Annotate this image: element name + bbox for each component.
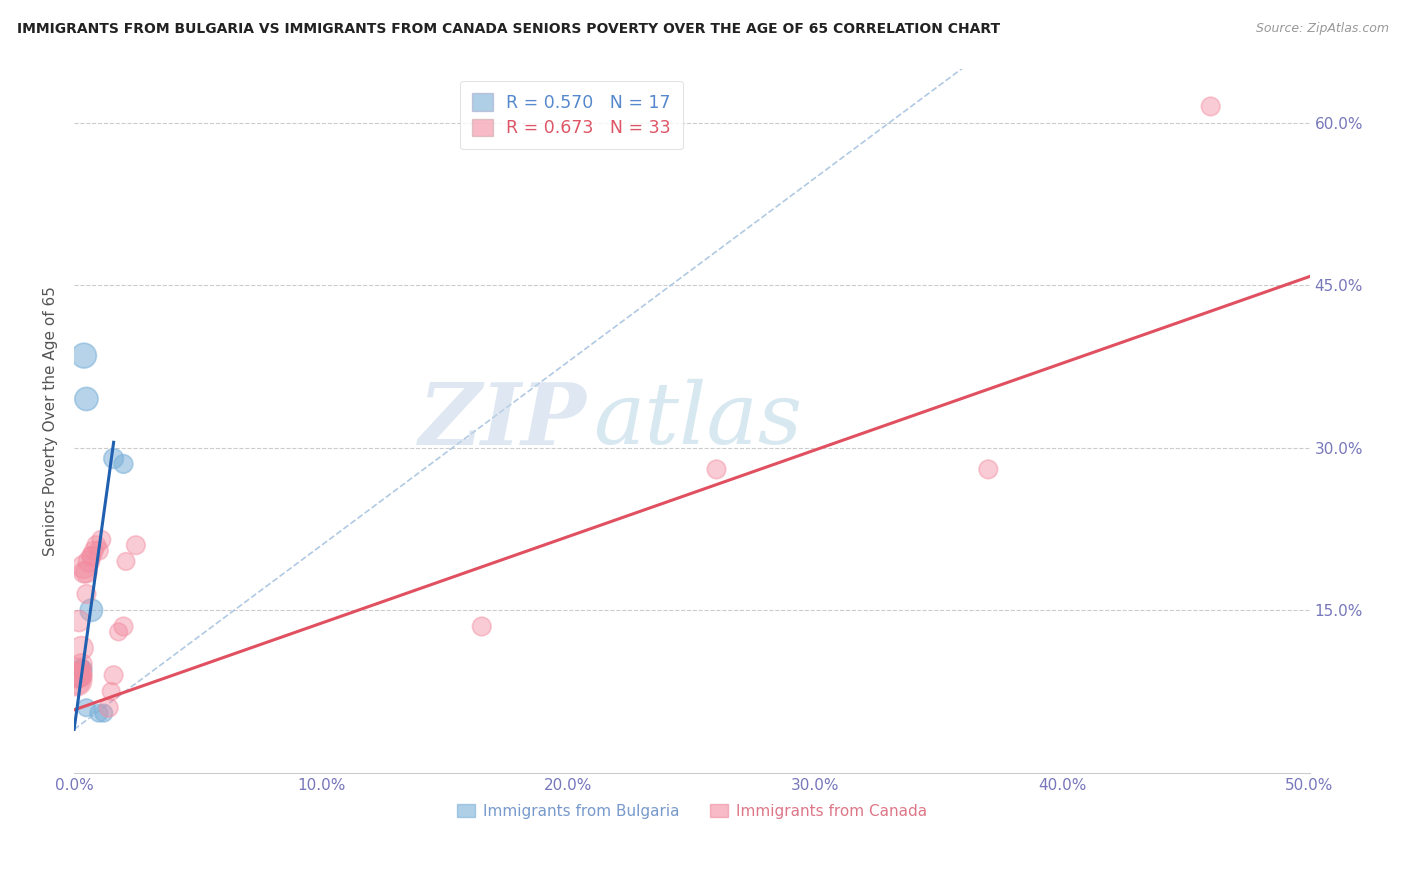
Point (70, 663, 93, 677)
Point (97, 700, 120, 714)
Point (75, 392, 97, 406)
Point (86, 538, 108, 552)
Text: IMMIGRANTS FROM BULGARIA VS IMMIGRANTS FROM CANADA SENIORS POVERTY OVER THE AGE : IMMIGRANTS FROM BULGARIA VS IMMIGRANTS F… (17, 22, 1000, 37)
Point (77, 554, 100, 568)
Point (87, 543, 110, 558)
Text: atlas: atlas (593, 379, 801, 462)
Point (65, 668, 87, 682)
Point (65, 668, 87, 682)
Point (65, 673, 87, 688)
Point (103, 451, 125, 466)
Point (73, 566, 96, 580)
Point (80, 549, 103, 563)
Point (80, 549, 103, 563)
Point (65, 673, 87, 688)
Point (70, 663, 93, 677)
Point (100, 684, 122, 698)
Point (75, 566, 97, 580)
Point (471, 619, 494, 633)
Point (112, 619, 135, 633)
Point (67, 668, 90, 682)
Point (67, 614, 90, 628)
Point (65, 668, 87, 682)
Point (75, 700, 97, 714)
Text: ZIP: ZIP (419, 379, 586, 462)
Point (80, 603, 103, 617)
Point (87, 706, 110, 720)
Point (107, 624, 129, 639)
Point (706, 462, 728, 476)
Legend: Immigrants from Bulgaria, Immigrants from Canada: Immigrants from Bulgaria, Immigrants fro… (451, 797, 934, 825)
Point (70, 668, 93, 682)
Point (115, 554, 138, 568)
Text: Source: ZipAtlas.com: Source: ZipAtlas.com (1256, 22, 1389, 36)
Point (73, 560, 96, 574)
Point (112, 457, 135, 471)
Point (93, 706, 115, 720)
Point (70, 663, 93, 677)
Point (67, 668, 90, 682)
Point (67, 668, 90, 682)
Point (125, 538, 148, 552)
Point (67, 663, 90, 677)
Point (70, 657, 93, 672)
Point (65, 668, 87, 682)
Point (90, 533, 112, 547)
Point (977, 462, 1000, 476)
Point (103, 668, 125, 682)
Point (67, 668, 90, 682)
Point (83, 543, 105, 558)
Point (1199, 99, 1222, 113)
Point (67, 668, 90, 682)
Point (73, 349, 96, 363)
Point (70, 641, 93, 656)
Y-axis label: Seniors Poverty Over the Age of 65: Seniors Poverty Over the Age of 65 (44, 285, 58, 556)
Point (75, 587, 97, 601)
Point (65, 668, 87, 682)
